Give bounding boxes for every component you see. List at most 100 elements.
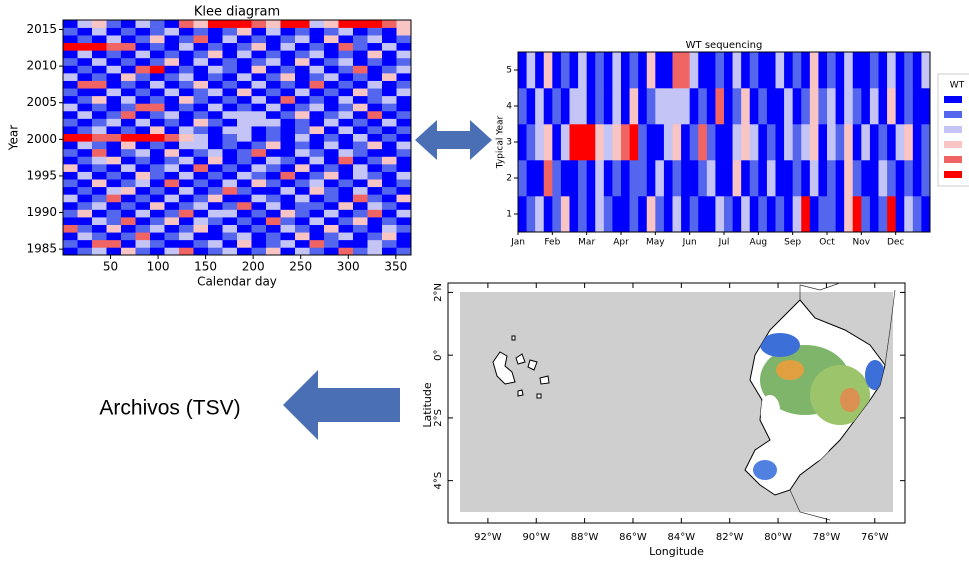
cell — [106, 239, 122, 248]
chart: WT sequencing Jan Feb Mar Apr May Jun Jul Aug Sep… — [496, 40, 969, 248]
cell — [535, 196, 545, 233]
cell — [237, 209, 252, 218]
cell — [543, 160, 553, 197]
cell — [646, 88, 656, 125]
cell — [912, 124, 922, 161]
cell — [309, 186, 325, 195]
cell — [251, 194, 267, 203]
cell — [77, 232, 93, 241]
cell — [396, 126, 412, 135]
cell — [612, 88, 622, 125]
cell — [353, 88, 368, 97]
cell — [280, 247, 296, 256]
cell — [92, 232, 107, 241]
cell — [135, 156, 151, 165]
cell — [222, 50, 238, 59]
cell — [396, 232, 412, 241]
cell — [309, 42, 325, 51]
cell — [106, 50, 122, 59]
cell — [164, 35, 180, 44]
x-tick-label: Jan — [510, 238, 525, 248]
cell — [193, 141, 209, 150]
cell — [621, 124, 630, 161]
cell — [266, 239, 281, 248]
legend-swatch — [944, 171, 962, 178]
cell — [179, 110, 194, 119]
cell — [603, 88, 613, 125]
cell — [237, 50, 252, 59]
cell — [895, 160, 905, 197]
cell — [396, 148, 412, 157]
cell — [382, 73, 397, 81]
cell — [396, 20, 412, 28]
cell — [135, 194, 151, 203]
cell — [309, 35, 325, 44]
cell — [135, 42, 151, 51]
cell — [382, 141, 397, 150]
cell — [861, 196, 871, 233]
cell — [208, 141, 223, 150]
cell — [578, 52, 587, 89]
cell — [578, 160, 587, 197]
cell — [382, 20, 397, 28]
cell — [382, 201, 397, 210]
y-axis-label: Typical Year — [496, 115, 506, 169]
cell — [595, 196, 605, 233]
x-tick-label: 78°W — [813, 532, 841, 543]
cell — [353, 35, 368, 44]
cell — [266, 164, 281, 172]
cell — [295, 194, 310, 203]
cell — [396, 50, 412, 59]
cell — [280, 35, 296, 44]
cell — [135, 88, 151, 97]
cell — [121, 20, 136, 28]
cell — [382, 95, 397, 104]
cell — [382, 179, 397, 188]
cell — [222, 156, 238, 165]
cell — [775, 196, 785, 233]
cell — [295, 201, 310, 210]
cell — [208, 88, 223, 97]
cell — [193, 186, 209, 195]
cell — [382, 171, 397, 180]
cell — [237, 95, 252, 104]
cell — [193, 239, 209, 248]
cell — [818, 196, 828, 233]
cell — [309, 103, 325, 112]
cell — [766, 52, 776, 89]
cell — [569, 52, 579, 89]
cell — [208, 118, 223, 127]
cell — [135, 201, 151, 210]
cell — [222, 247, 238, 256]
y-tick-label: 2010 — [26, 59, 57, 73]
cell — [179, 126, 194, 135]
cell — [179, 88, 194, 97]
cell — [251, 27, 267, 36]
cell — [179, 27, 194, 36]
cell — [396, 171, 412, 180]
cell — [164, 186, 180, 195]
cell — [237, 232, 252, 241]
cell — [92, 20, 107, 28]
cell — [396, 65, 412, 74]
cell — [77, 164, 93, 172]
cell — [367, 118, 383, 127]
cell — [237, 110, 252, 119]
cell — [193, 171, 209, 180]
cell — [382, 164, 397, 172]
cell — [193, 232, 209, 241]
cell — [801, 88, 811, 125]
cell — [715, 124, 725, 161]
cell — [338, 65, 354, 74]
cell — [251, 118, 267, 127]
cell — [895, 124, 905, 161]
cell — [135, 65, 151, 74]
cell — [63, 95, 78, 104]
cell — [749, 52, 759, 89]
cell — [353, 133, 368, 142]
cell — [295, 27, 310, 36]
cell — [835, 196, 845, 233]
cell — [353, 247, 368, 256]
cell — [280, 27, 296, 36]
cell — [222, 239, 238, 248]
